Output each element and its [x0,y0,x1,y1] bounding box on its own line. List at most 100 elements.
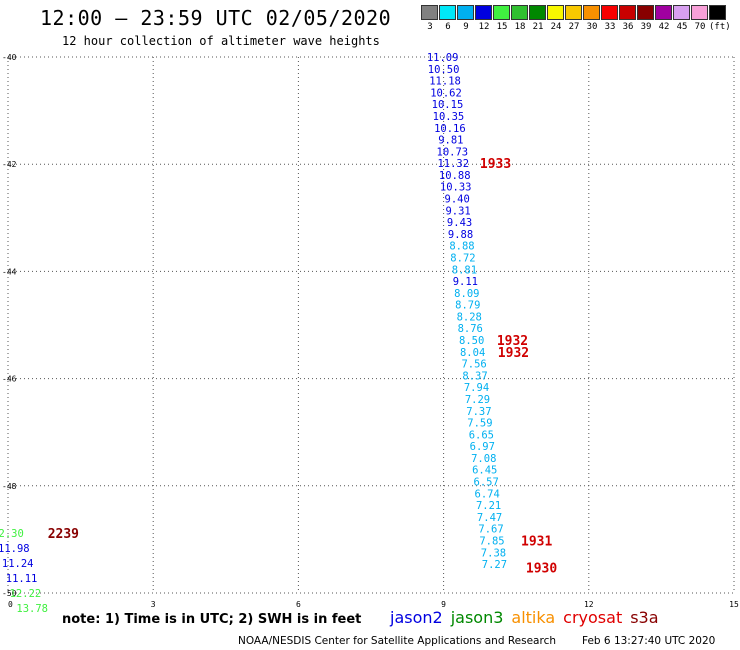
wave-height-labels: 11.0910.5011.1810.6210.1510.3510.169.811… [0,52,507,615]
wave-height-label: 6.74 [475,488,500,500]
legend-swatches [421,5,727,20]
wave-height-label: 7.08 [471,453,496,465]
wave-height-label: 8.50 [459,335,484,347]
wave-height-label: 12.22 [10,588,42,600]
wave-height-label: 7.67 [478,524,503,536]
axis-ticks: 0 3 6 9 12 15 -40 -42 -44 -46 -48 -50 [2,53,739,609]
wave-height-label: 10.62 [430,87,462,99]
wave-height-label: 8.04 [460,347,485,359]
wave-height-label: 8.09 [454,288,479,300]
wave-height-label: 10.88 [439,170,471,182]
wave-height-label: 7.59 [467,418,492,430]
wave-height-label: 6.45 [472,465,497,477]
page-title: 12:00 – 23:59 UTC 02/05/2020 [40,6,392,30]
legend-label: 45 [676,22,688,32]
legend-label: 30 [586,22,598,32]
legend-swatch [439,5,456,20]
wave-height-label: 11.32 [437,158,469,170]
legend-swatch [619,5,636,20]
legend-label: 3 [427,22,433,32]
legend-label: 36 [622,22,634,32]
wave-height-label: 7.37 [466,406,491,418]
wave-height-label: 10.73 [437,146,469,158]
wave-height-label: 6.65 [469,429,494,441]
legend-label: (ft) [709,22,731,32]
wave-height-label: 9.40 [445,194,470,206]
wave-height-label: 8.81 [452,264,477,276]
wave-height-label: 10.35 [433,111,465,123]
wave-height-label: 7.38 [481,547,506,559]
pass-time-label: 1932 [498,346,529,361]
legend-label: 12 [478,22,490,32]
wave-height-label: 7.94 [464,382,489,394]
legend-swatch [691,5,708,20]
wave-height-label: 11.98 [0,543,30,555]
legend-label: 21 [532,22,544,32]
pass-time-label: 2239 [48,527,79,542]
wave-height-label: 9.81 [438,135,463,147]
legend-label: 27 [568,22,580,32]
wave-height-label: 8.88 [449,241,474,253]
legend-label: 42 [658,22,670,32]
legend-swatch [583,5,600,20]
legend-swatch [655,5,672,20]
y-tick-label: -40 [2,53,17,62]
wave-height-label: 6.97 [470,441,495,453]
wave-height-label: 8.37 [462,370,487,382]
wave-height-label: 13.78 [16,603,48,615]
timestamp: Feb 6 13:27:40 UTC 2020 [582,635,716,647]
legend-swatch [709,5,726,20]
wave-height-label: 7.21 [476,500,501,512]
wave-height-label: 10.15 [432,99,464,111]
legend-swatch [493,5,510,20]
legend-label: 9 [463,22,469,32]
wave-height-label: 7.29 [465,394,490,406]
wave-height-label: 8.72 [450,252,475,264]
legend-label: 6 [445,22,451,32]
wave-height-label: 11.18 [429,76,461,88]
legend-swatch [637,5,654,20]
legend-swatch [565,5,582,20]
map-plot: 0 3 6 9 12 15-40-42-44-46-48-50 11.0910.5011.… [0,52,739,615]
wave-height-label: 7.85 [479,535,504,547]
wave-height-label: 7.27 [482,559,507,571]
satellite-altika: altika [511,608,556,627]
wave-height-label: 9.88 [448,229,473,241]
wave-height-label: 7.56 [461,359,486,371]
pass-time-label: 1931 [521,534,552,549]
wave-height-label: 8.28 [457,311,482,323]
wave-height-label: 10.16 [434,123,466,135]
wave-height-label: 9.43 [447,217,472,229]
legend-label: 70 [694,22,706,32]
satellite-jason2: jason2 [390,608,443,627]
legend-labels: 3 6 9 12 15 18 21 24 27 30 33 36 39 42 45 70 (ft) [421,22,731,32]
y-tick-label: -46 [2,375,17,384]
legend-swatch [457,5,474,20]
color-legend: 3 6 9 12 15 18 21 24 27 30 33 36 39 42 45 70 (ft) [421,5,731,32]
wave-height-label: 10.50 [428,64,460,76]
x-tick-label: 3 [151,600,156,609]
satellite-cryosat: cryosat [563,608,623,627]
pass-time-label: 1930 [526,561,557,576]
wave-height-label: 12.30 [0,528,24,540]
wave-height-label: 9.31 [445,205,470,217]
legend-label: 33 [604,22,616,32]
wave-height-label: 6.57 [474,477,499,489]
wave-height-label: 8.79 [455,300,480,312]
x-tick-label: 6 [296,600,301,609]
footer-note: note: 1) Time is in UTC; 2) SWH is in fe… [62,612,362,627]
wave-height-label: 11.24 [2,558,34,570]
grid-lines [7,56,735,594]
wave-height-label: 10.33 [440,182,472,194]
legend-swatch [547,5,564,20]
credit-text: NOAA/NESDIS Center for Satellite Applica… [238,635,556,647]
page-subtitle: 12 hour collection of altimeter wave hei… [62,34,380,48]
pass-time-label: 1933 [480,157,511,172]
wave-height-label: 11.11 [6,573,38,585]
wave-height-label: 7.47 [477,512,502,524]
satellite-jason3: jason3 [450,608,504,627]
legend-swatch [511,5,528,20]
y-tick-label: -50 [2,589,17,598]
